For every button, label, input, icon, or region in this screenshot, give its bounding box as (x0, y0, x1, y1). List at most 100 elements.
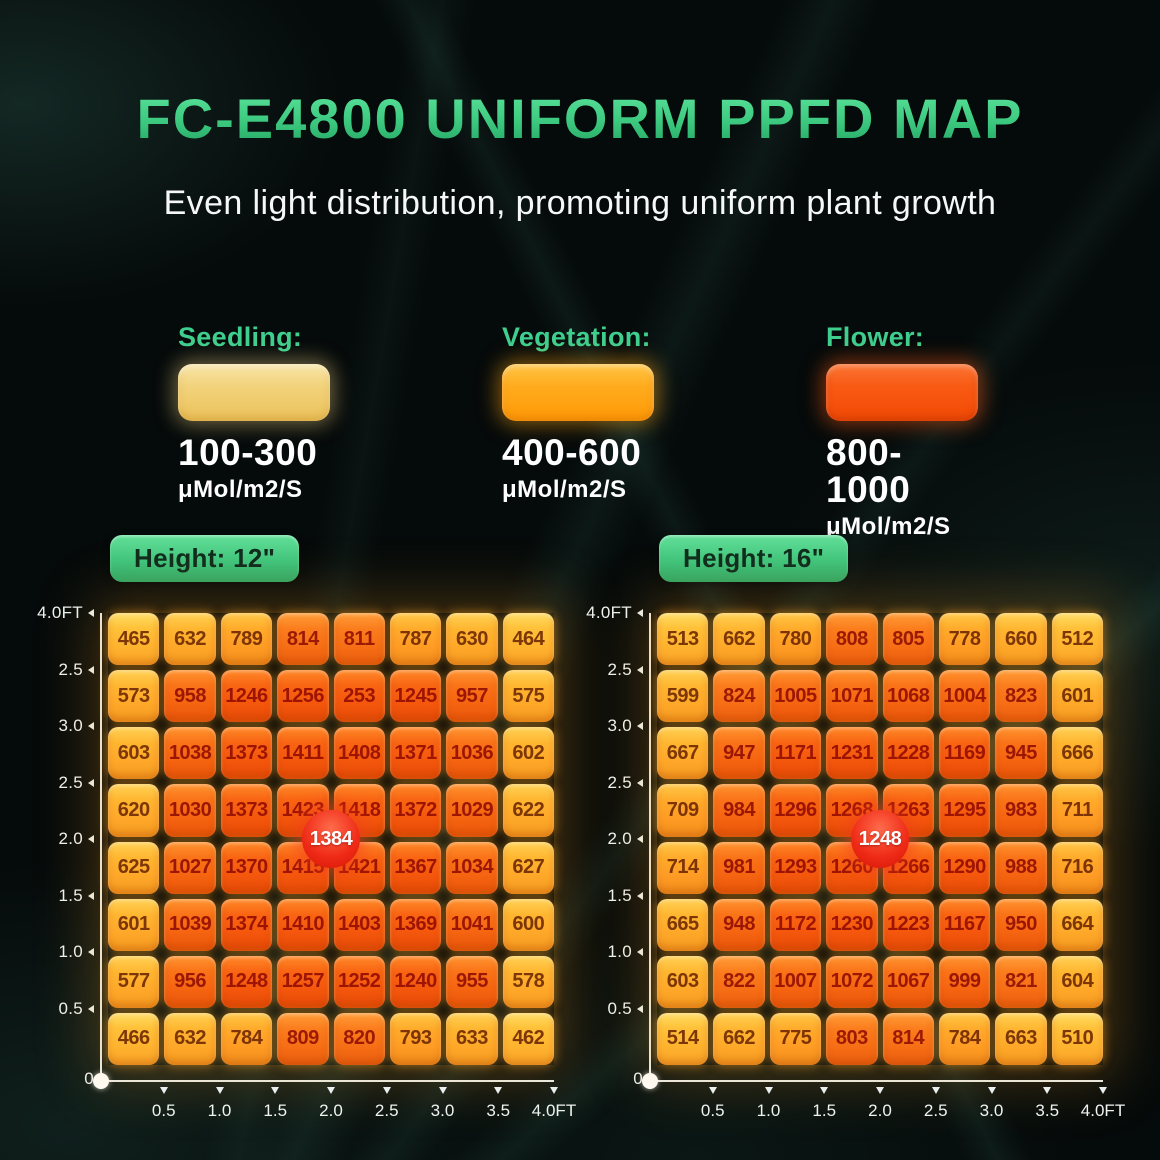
ppfd-cell: 981 (713, 841, 765, 894)
y-axis-tick-label: 1.0 (607, 941, 643, 963)
ppfd-cell: 1245 (389, 670, 442, 723)
y-tick-arrow-icon (88, 665, 94, 674)
y-axis-line (100, 613, 102, 1082)
ppfd-cell: 1027 (164, 841, 216, 894)
legend-range: 100-300 (178, 432, 318, 473)
ppfd-cell: 1296 (769, 784, 822, 837)
ppfd-cell: 803 (826, 1012, 878, 1065)
ppfd-cell: 1370 (220, 841, 273, 894)
ppfd-cell: 716 (1051, 841, 1103, 894)
y-tick-arrow-icon (637, 948, 643, 956)
ppfd-cell: 784 (938, 1012, 991, 1065)
ppfd-cell: 514 (657, 1012, 709, 1065)
ppfd-cell: 1041 (446, 898, 498, 951)
legend-range: 800-1000 (826, 432, 911, 510)
ppfd-cell: 709 (657, 784, 709, 837)
flower-color-swatch (826, 364, 978, 421)
ppfd-cell: 714 (657, 841, 709, 894)
ppfd-legend: Seedling: 100-300 μMol/m2/S Vegetation: … (0, 322, 1160, 541)
ppfd-cell: 1248 (220, 955, 273, 1008)
ppfd-cell: 1373 (220, 784, 273, 837)
ppfd-cell: 1372 (389, 784, 442, 837)
ppfd-cell: 1246 (220, 670, 273, 723)
ppfd-cell: 945 (995, 727, 1047, 780)
ppfd-cell: 956 (164, 955, 216, 1008)
seedling-color-swatch (178, 364, 330, 421)
ppfd-cell: 660 (995, 613, 1047, 666)
x-tick-arrow-icon (159, 1087, 168, 1094)
y-axis-tick-label: 0.5 (58, 998, 94, 1020)
ppfd-cell: 793 (389, 1012, 442, 1065)
y-axis-tick-label: 4.0FT (37, 602, 94, 624)
y-axis-tick-label: 2.5 (58, 659, 94, 681)
ppfd-cell: 1029 (446, 784, 498, 837)
y-tick-arrow-icon (88, 722, 94, 730)
y-tick-arrow-icon (637, 835, 643, 843)
ppfd-cell: 632 (164, 613, 216, 666)
ppfd-cell: 1403 (333, 898, 385, 951)
x-tick-arrow-icon (438, 1087, 447, 1094)
ppfd-cell: 1005 (769, 670, 822, 723)
ppfd-cell: 512 (1051, 613, 1103, 666)
vegetation-color-swatch (502, 364, 654, 421)
ppfd-cell: 1167 (938, 898, 991, 951)
ppfd-cell: 630 (446, 613, 498, 666)
y-axis: 4.0FT 2.5 3.0 2.5 2.0 1.5 1.0 0.5 0 (581, 603, 643, 1088)
x-axis-tick-label: 3.5 (486, 1101, 511, 1120)
ppfd-cell: 778 (938, 613, 991, 666)
ppfd-cell: 1373 (220, 727, 273, 780)
ppfd-cell: 627 (502, 841, 554, 894)
ppfd-cell: 1171 (769, 727, 822, 780)
y-axis-tick-label: 3.0 (58, 715, 94, 737)
x-tick-arrow-icon (1099, 1087, 1107, 1094)
ppfd-cell: 665 (657, 898, 709, 951)
ppfd-cell: 824 (713, 670, 765, 723)
ppfd-cell: 1408 (333, 727, 385, 780)
y-tick-arrow-icon (637, 891, 643, 900)
y-tick-arrow-icon (637, 722, 643, 730)
x-axis: 0.5 1.0 1.5 2.0 2.5 3.0 3.5 4.0FT (657, 1081, 1125, 1141)
x-axis-tick-label: 1.0 (207, 1101, 232, 1120)
x-axis-tick-label: 3.0 (430, 1101, 455, 1120)
x-tick-arrow-icon (931, 1087, 940, 1094)
ppfd-cell: 625 (108, 841, 160, 894)
y-tick-arrow-icon (88, 609, 94, 617)
ppfd-cell: 984 (713, 784, 765, 837)
ppfd-cell: 1067 (882, 955, 934, 1008)
ppfd-cell: 1039 (164, 898, 216, 951)
legend-label: Seedling: (178, 322, 303, 352)
ppfd-cell: 604 (1051, 955, 1103, 1008)
ppfd-cell: 775 (769, 1012, 822, 1065)
x-tick-arrow-icon (494, 1087, 503, 1094)
ppfd-cell: 1295 (938, 784, 991, 837)
y-axis-tick-label: 1.5 (607, 885, 643, 907)
ppfd-cell: 1268 (826, 784, 878, 837)
ppfd-cell: 466 (108, 1012, 160, 1065)
ppfd-cell: 1034 (446, 841, 498, 894)
ppfd-cell: 1374 (220, 898, 273, 951)
ppfd-cell: 602 (502, 727, 554, 780)
ppfd-cell: 823 (995, 670, 1047, 723)
y-axis-tick-label: 0.5 (607, 998, 643, 1020)
ppfd-cell: 780 (769, 613, 822, 666)
ppfd-cell: 666 (1051, 727, 1103, 780)
y-tick-arrow-icon (88, 835, 94, 843)
legend-range: 400-600 (502, 432, 642, 473)
ppfd-grid: 1248 513 662 780 808 805 778 660 512 599 824 1005 1… (657, 613, 1103, 1065)
ppfd-cell: 1228 (882, 727, 934, 780)
y-axis-tick-label: 0 (84, 1069, 94, 1088)
ppfd-cell: 1169 (938, 727, 991, 780)
ppfd-cell: 814 (882, 1012, 934, 1065)
y-axis-tick-label: 1.0 (58, 941, 94, 963)
ppfd-panel-16in: Height: 16" 4.0FT 2.5 3.0 2.5 2.0 1.5 1.0 0.5 0 … (581, 535, 1141, 1145)
x-axis-tick-label: 2.0 (868, 1101, 892, 1120)
y-axis-tick-label: 2.5 (607, 772, 643, 794)
x-axis-tick-label: 1.0 (756, 1101, 781, 1120)
y-axis-tick-label: 0 (633, 1069, 643, 1088)
ppfd-cell: 1290 (938, 841, 991, 894)
ppfd-cell: 1256 (277, 670, 329, 723)
ppfd-cell: 711 (1051, 784, 1103, 837)
legend-item-vegetation: Vegetation: 400-600 μMol/m2/S (502, 322, 658, 541)
ppfd-cell: 600 (502, 898, 554, 951)
ppfd-cell: 811 (333, 613, 385, 666)
